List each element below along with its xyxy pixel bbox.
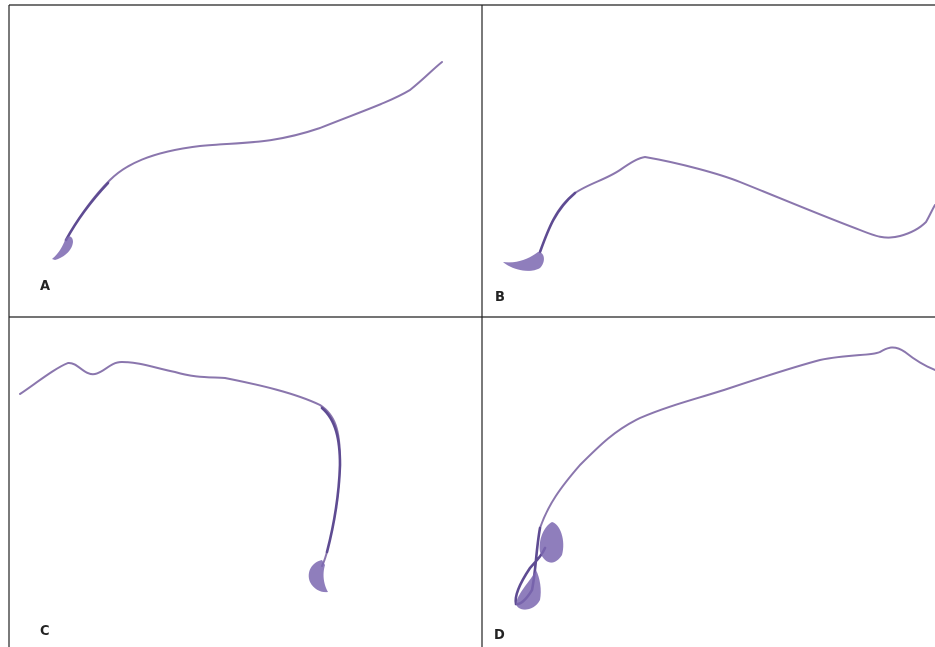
figure: A B C D <box>0 0 935 647</box>
panel-label: D <box>494 628 505 643</box>
panel-label: C <box>40 624 50 639</box>
panel-label: A <box>40 279 50 294</box>
background <box>0 0 935 647</box>
panel-label: B <box>495 290 505 305</box>
